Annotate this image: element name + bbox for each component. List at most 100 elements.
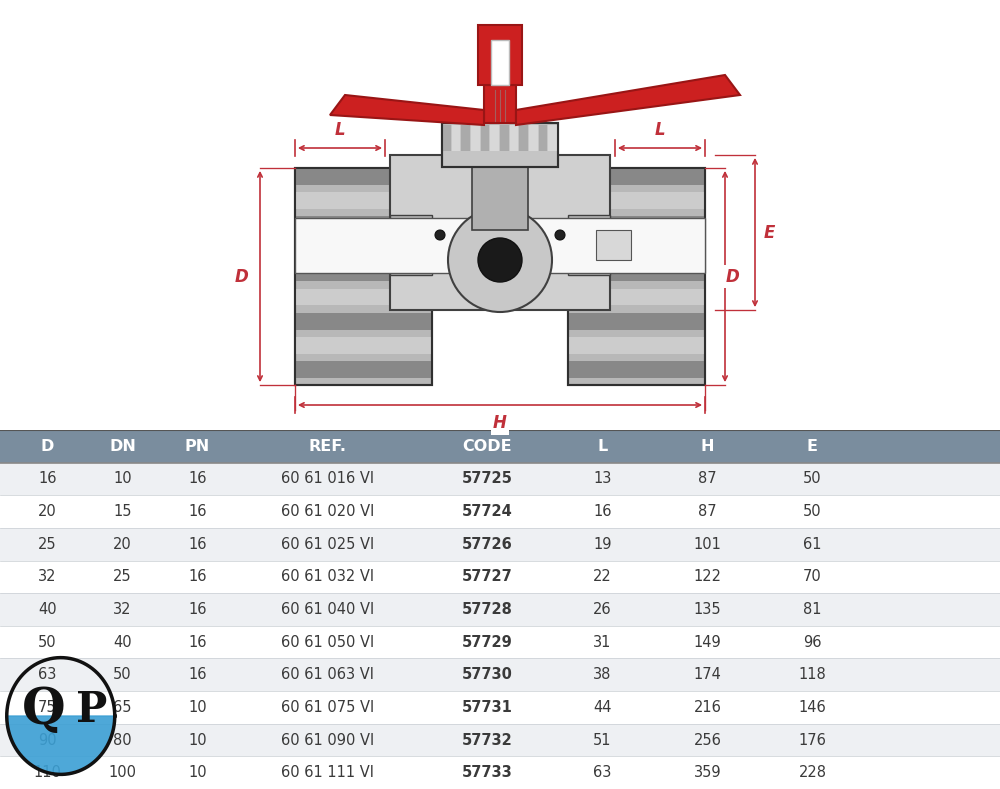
Text: 32: 32 bbox=[113, 602, 132, 617]
Text: 118: 118 bbox=[799, 667, 826, 682]
Bar bbox=[568, 215, 610, 275]
Bar bbox=[0, 495, 1000, 528]
Circle shape bbox=[435, 230, 445, 240]
Text: 110: 110 bbox=[34, 765, 61, 780]
Bar bbox=[390, 155, 610, 310]
Bar bbox=[569, 289, 704, 305]
Text: 65: 65 bbox=[113, 700, 132, 715]
Bar bbox=[0, 593, 1000, 626]
Text: 80: 80 bbox=[113, 732, 132, 747]
Text: 176: 176 bbox=[799, 732, 826, 747]
Bar bbox=[569, 216, 704, 233]
Text: 63: 63 bbox=[593, 765, 612, 780]
Bar bbox=[472, 155, 528, 230]
Bar bbox=[529, 125, 538, 151]
Text: 25: 25 bbox=[38, 537, 57, 552]
Text: 57724: 57724 bbox=[462, 504, 513, 519]
Bar bbox=[390, 215, 432, 275]
Text: 57733: 57733 bbox=[462, 765, 513, 780]
Bar bbox=[0, 724, 1000, 757]
Text: 57729: 57729 bbox=[462, 634, 513, 649]
Text: 40: 40 bbox=[38, 602, 57, 617]
Text: 100: 100 bbox=[108, 765, 136, 780]
Bar bbox=[569, 168, 704, 185]
Bar bbox=[568, 168, 705, 385]
Text: 146: 146 bbox=[799, 700, 826, 715]
Circle shape bbox=[555, 230, 565, 240]
Text: PN: PN bbox=[185, 439, 210, 454]
Bar bbox=[519, 125, 528, 151]
Bar bbox=[490, 125, 499, 151]
Text: 81: 81 bbox=[803, 602, 822, 617]
Text: 57728: 57728 bbox=[462, 602, 513, 617]
Bar bbox=[296, 192, 431, 209]
Text: L: L bbox=[655, 121, 665, 139]
Text: 87: 87 bbox=[698, 472, 717, 487]
Text: D: D bbox=[235, 267, 249, 286]
Text: 10: 10 bbox=[188, 732, 207, 747]
Text: 50: 50 bbox=[803, 472, 822, 487]
Bar bbox=[491, 40, 509, 85]
Text: 57730: 57730 bbox=[462, 667, 513, 682]
Text: 57725: 57725 bbox=[462, 472, 513, 487]
Bar bbox=[296, 337, 431, 353]
Text: 16: 16 bbox=[188, 504, 207, 519]
Bar bbox=[296, 241, 431, 257]
Text: 26: 26 bbox=[593, 602, 612, 617]
Text: 50: 50 bbox=[113, 667, 132, 682]
Text: L: L bbox=[597, 439, 608, 454]
Text: 57731: 57731 bbox=[462, 700, 513, 715]
Text: L: L bbox=[335, 121, 345, 139]
Text: 10: 10 bbox=[188, 700, 207, 715]
Text: DN: DN bbox=[109, 439, 136, 454]
Text: 87: 87 bbox=[698, 504, 717, 519]
Text: 16: 16 bbox=[593, 504, 612, 519]
Bar bbox=[0, 757, 1000, 789]
Bar bbox=[0, 560, 1000, 593]
Circle shape bbox=[478, 238, 522, 282]
Bar bbox=[442, 125, 451, 151]
Text: 16: 16 bbox=[188, 570, 207, 585]
Text: 16: 16 bbox=[188, 667, 207, 682]
Text: H: H bbox=[701, 439, 714, 454]
Text: 25: 25 bbox=[113, 570, 132, 585]
Text: 50: 50 bbox=[803, 504, 822, 519]
Text: CODE: CODE bbox=[463, 439, 512, 454]
Text: 57727: 57727 bbox=[462, 570, 513, 585]
Text: 22: 22 bbox=[593, 570, 612, 585]
Bar bbox=[296, 168, 431, 185]
Bar bbox=[484, 85, 516, 123]
Text: 16: 16 bbox=[188, 602, 207, 617]
Text: 44: 44 bbox=[593, 700, 612, 715]
Text: 75: 75 bbox=[38, 700, 57, 715]
Bar bbox=[568, 168, 705, 385]
Bar bbox=[569, 192, 704, 209]
Bar bbox=[461, 125, 470, 151]
Text: D: D bbox=[41, 439, 54, 454]
Text: 122: 122 bbox=[693, 570, 721, 585]
Text: 90: 90 bbox=[38, 732, 57, 747]
Text: 57726: 57726 bbox=[462, 537, 513, 552]
Bar bbox=[0, 462, 1000, 495]
Text: 63: 63 bbox=[38, 667, 57, 682]
Text: 135: 135 bbox=[694, 602, 721, 617]
Text: 10: 10 bbox=[113, 472, 132, 487]
Text: P: P bbox=[76, 689, 107, 731]
Bar bbox=[0, 626, 1000, 659]
Text: 60 61 063 VI: 60 61 063 VI bbox=[281, 667, 374, 682]
Bar bbox=[569, 241, 704, 257]
Bar bbox=[295, 168, 432, 385]
Bar bbox=[296, 264, 431, 282]
Text: 149: 149 bbox=[694, 634, 721, 649]
Text: 16: 16 bbox=[188, 472, 207, 487]
Bar bbox=[296, 289, 431, 305]
Text: 38: 38 bbox=[593, 667, 612, 682]
Bar bbox=[442, 123, 558, 167]
Bar bbox=[452, 125, 460, 151]
Bar bbox=[569, 361, 704, 378]
Text: 16: 16 bbox=[38, 472, 57, 487]
Text: 32: 32 bbox=[38, 570, 57, 585]
Bar bbox=[296, 312, 431, 330]
Bar bbox=[569, 337, 704, 353]
Text: REF.: REF. bbox=[308, 439, 347, 454]
